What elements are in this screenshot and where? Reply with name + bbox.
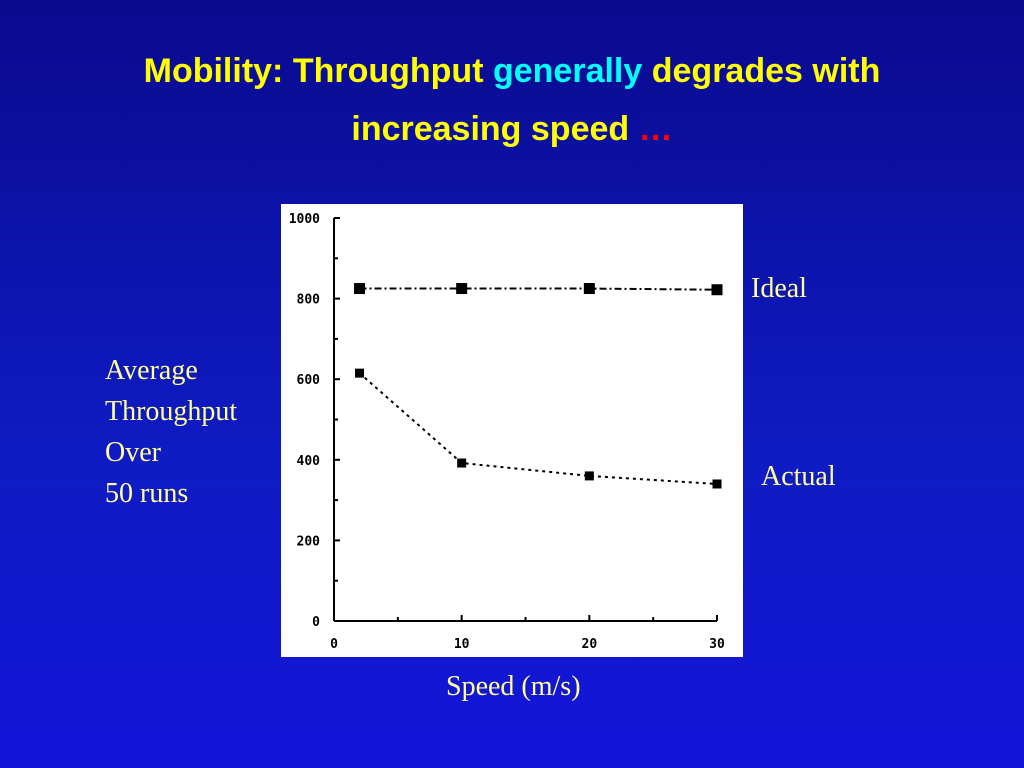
data-point-ideal	[354, 283, 366, 295]
y-tick-label: 200	[297, 534, 321, 549]
y-tick-label: 1000	[289, 212, 320, 227]
x-tick-label: 10	[454, 637, 470, 652]
title-ellipsis: …	[638, 110, 673, 148]
y-tick-label: 0	[312, 615, 320, 630]
data-point-actual	[355, 368, 365, 378]
data-point-ideal	[711, 284, 723, 296]
chart-area: 0 200 400 600 800 1000 0 10 20 30	[281, 204, 743, 657]
x-tick-label: 30	[709, 637, 725, 652]
title-line-2: increasing speed …	[0, 100, 1024, 158]
x-tick-label: 0	[330, 637, 338, 652]
data-point-actual	[584, 471, 594, 481]
slide-title: Mobility: Throughput generally degrades …	[0, 42, 1024, 158]
data-point-actual	[712, 479, 722, 489]
x-axis-label: Speed (m/s)	[446, 671, 581, 702]
x-tick-label: 20	[582, 637, 598, 652]
y-axis-label: Average Throughput Over 50 runs	[105, 350, 237, 514]
series-line-actual	[358, 372, 718, 485]
y-tick-label: 800	[297, 293, 321, 308]
data-point-ideal	[583, 283, 595, 295]
title-part-3: increasing speed	[351, 110, 630, 148]
title-highlight: generally	[492, 52, 643, 90]
legend-actual: Actual	[761, 461, 836, 492]
y-label-line: Average	[105, 355, 198, 386]
title-part-2: degrades with	[651, 52, 881, 90]
line-chart: 0 200 400 600 800 1000 0 10 20 30	[289, 212, 725, 652]
y-tick-label: 600	[297, 373, 321, 388]
legend-ideal: Ideal	[751, 273, 807, 304]
data-point-ideal	[456, 283, 468, 295]
y-label-line: Over	[105, 437, 161, 468]
y-label-line: 50 runs	[105, 478, 189, 509]
series-line-ideal	[359, 287, 718, 291]
data-point-actual	[457, 458, 467, 468]
title-line-1: Mobility: Throughput generally degrades …	[0, 42, 1024, 100]
title-part-1: Mobility: Throughput	[143, 52, 484, 90]
y-tick-label: 400	[297, 454, 321, 469]
y-label-line: Throughput	[105, 396, 238, 427]
